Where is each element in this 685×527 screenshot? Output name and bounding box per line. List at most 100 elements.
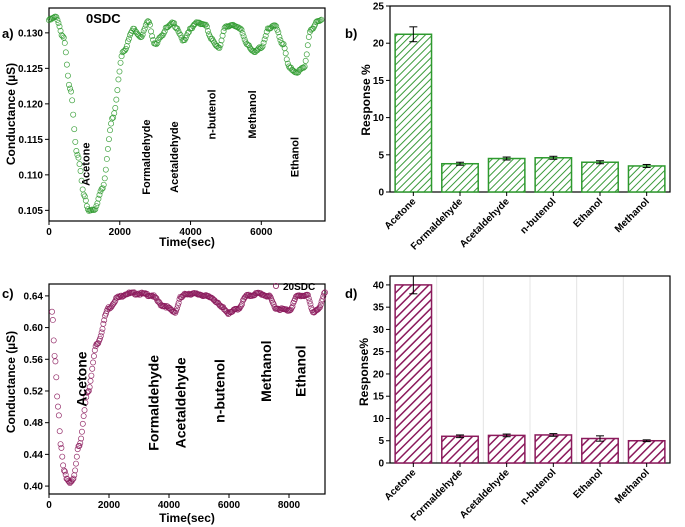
data-point xyxy=(174,25,181,32)
data-point xyxy=(254,47,261,54)
x-tick-label: 8000 xyxy=(278,500,301,511)
panel-label-a: a) xyxy=(2,26,14,41)
data-point xyxy=(55,412,62,419)
y-tick-label: 0.120 xyxy=(18,99,43,110)
y-tick-label: 0.110 xyxy=(19,170,44,181)
x-tick-label: 6000 xyxy=(218,500,241,511)
data-point xyxy=(63,61,70,68)
data-point xyxy=(82,399,89,406)
data-point xyxy=(72,467,79,474)
data-point xyxy=(73,453,80,460)
data-point xyxy=(103,156,110,162)
data-series-a xyxy=(46,13,325,214)
data-point xyxy=(289,303,296,310)
plot-frame-c xyxy=(48,283,326,495)
y-tick-label: 5 xyxy=(378,436,384,447)
legend-0sdc: 0SDC xyxy=(86,11,121,26)
bar-acetone xyxy=(394,33,433,193)
data-point xyxy=(71,472,78,479)
bar-ethanol xyxy=(581,437,619,464)
data-point xyxy=(83,394,90,401)
bar-acetaldehyde xyxy=(487,434,526,464)
data-point xyxy=(116,294,123,301)
panel-label-c: c) xyxy=(2,286,14,301)
data-point xyxy=(297,66,304,73)
y-axis-label-d: Response% xyxy=(357,338,371,406)
data-point xyxy=(141,25,148,32)
data-point xyxy=(238,26,245,33)
y-tick-label: 0.125 xyxy=(18,64,43,75)
data-point xyxy=(322,289,328,296)
x-tick-label: Acetaldehyde xyxy=(458,467,512,521)
y-tick-label: 0.48 xyxy=(24,418,44,429)
x-tick-label: 2000 xyxy=(109,227,132,238)
data-point xyxy=(273,23,280,30)
data-point xyxy=(78,435,85,442)
y-tick-label: 0.105 xyxy=(18,206,43,217)
data-point xyxy=(106,136,112,143)
data-point xyxy=(50,337,57,344)
legend-20sdc: 20SDC xyxy=(283,282,315,293)
data-point xyxy=(68,88,75,95)
data-point xyxy=(52,358,59,365)
data-point xyxy=(74,446,81,453)
data-point xyxy=(300,64,307,71)
data-point xyxy=(66,81,72,88)
data-point xyxy=(240,33,247,40)
data-point xyxy=(122,45,129,52)
data-point xyxy=(237,304,244,310)
y-axis-label-a: Conductance (µS) xyxy=(4,63,18,165)
data-point xyxy=(107,127,113,134)
data-point xyxy=(95,195,102,202)
data-point xyxy=(147,21,153,28)
data-point xyxy=(283,56,290,63)
data-point xyxy=(304,42,311,49)
data-point xyxy=(316,304,323,311)
data-point xyxy=(99,325,106,332)
y-tick-label: 0 xyxy=(378,188,384,199)
data-point xyxy=(282,50,289,57)
data-point xyxy=(304,292,311,298)
data-point xyxy=(78,177,85,184)
data-point xyxy=(216,44,223,51)
data-point xyxy=(92,206,99,213)
data-point xyxy=(90,359,97,366)
data-point xyxy=(175,299,182,306)
data-point xyxy=(62,49,69,56)
x-tick-label: 2000 xyxy=(98,500,121,511)
data-point xyxy=(73,148,80,154)
x-tick-label: 6000 xyxy=(250,227,273,238)
data-point xyxy=(316,305,322,311)
y-tick-label: 0.115 xyxy=(19,135,44,146)
y-tick-label: 0.44 xyxy=(24,450,44,461)
y-tick-label: 0.60 xyxy=(24,323,44,334)
annotation-label: Methanol xyxy=(247,90,259,138)
data-point xyxy=(98,329,105,336)
annotation-label: Formaldehyde xyxy=(141,120,153,195)
panel-a: a) 0SDC Conductance (µS) Time(sec) 0 2000… xyxy=(2,7,326,249)
bar-formaldehyde xyxy=(441,435,479,464)
data-point xyxy=(59,453,66,460)
data-point xyxy=(61,468,68,475)
data-point xyxy=(76,442,83,449)
data-point xyxy=(157,34,164,40)
data-point xyxy=(55,19,62,26)
x-tick-label: 0 xyxy=(46,227,52,238)
y-tick-label: 10 xyxy=(373,414,385,425)
y-tick-label: 25 xyxy=(373,347,385,358)
y-tick-label: 35 xyxy=(373,303,385,314)
data-point xyxy=(97,333,104,339)
data-point xyxy=(305,34,312,40)
data-point xyxy=(173,307,180,314)
data-point xyxy=(85,387,92,394)
annotation-label: n-butenol xyxy=(212,359,228,423)
bar-acetaldehyde xyxy=(487,157,526,193)
y-tick-label: 40 xyxy=(373,280,385,291)
annotation-label: Acetaldehyde xyxy=(173,357,189,448)
data-point xyxy=(88,372,95,379)
y-tick-label: 0.56 xyxy=(24,355,44,366)
x-tick-label: Ethanol xyxy=(571,196,605,230)
data-point xyxy=(53,374,60,381)
data-point xyxy=(79,428,85,435)
data-point xyxy=(174,302,181,309)
